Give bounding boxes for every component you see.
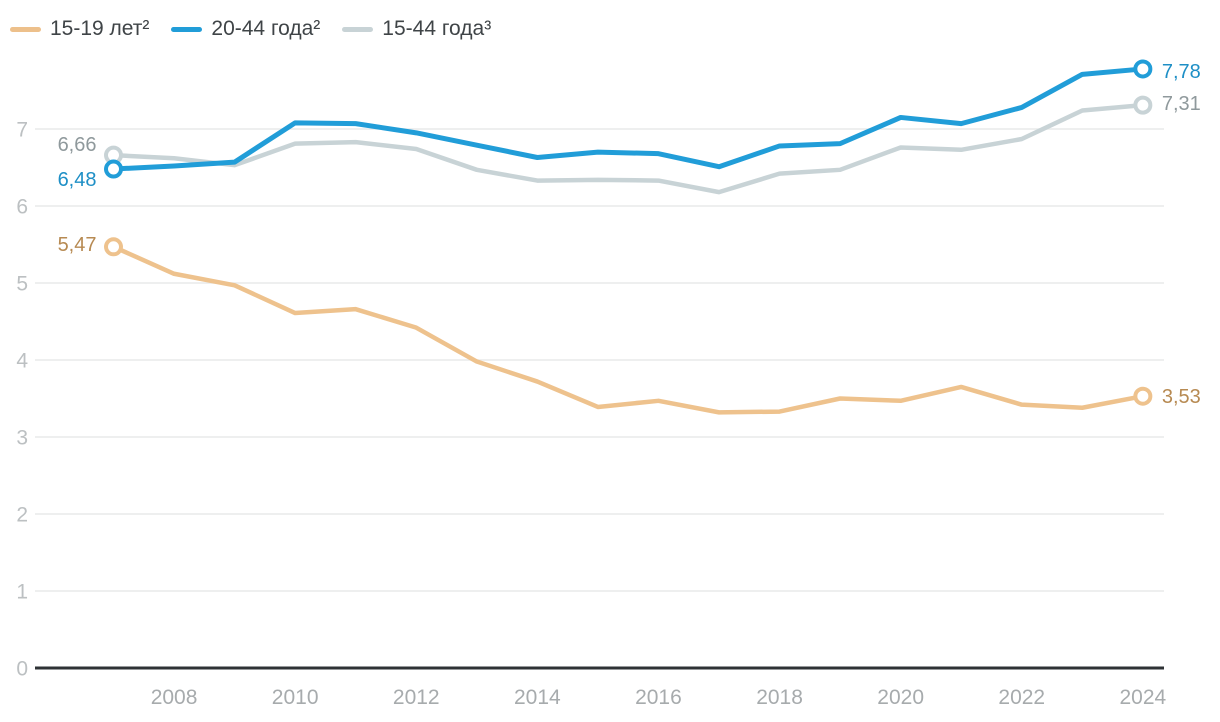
y-axis-tick-label: 4 xyxy=(16,350,28,373)
legend-item-15-44: 15-44 года³ xyxy=(342,17,491,41)
series-end-value-label: 3,53 xyxy=(1162,386,1201,408)
legend-swatch-15-44-icon xyxy=(342,26,374,32)
x-axis-tick-label: 2024 xyxy=(1119,686,1166,709)
series-line-2 xyxy=(111,66,1146,172)
y-axis-tick-label: 5 xyxy=(16,273,28,296)
legend-item-label: 15-19 лет² xyxy=(50,17,150,40)
legend-item-20-44: 20-44 года² xyxy=(171,17,320,41)
x-axis-tick-label: 2012 xyxy=(393,686,440,709)
series-start-marker xyxy=(104,237,123,257)
x-axis-tick-label: 2010 xyxy=(272,686,319,709)
x-axis-tick-label: 2016 xyxy=(635,686,682,709)
y-axis-tick-label: 1 xyxy=(16,581,28,604)
series-end-marker xyxy=(1133,59,1153,79)
x-axis-tick-label: 2008 xyxy=(151,686,198,709)
y-axis-tick-label: 7 xyxy=(16,119,28,142)
x-axis-tick-label: 2014 xyxy=(514,686,561,709)
series-line-1 xyxy=(111,244,1146,415)
y-axis-tick-label: 2 xyxy=(16,504,28,527)
series-end-marker xyxy=(1133,386,1153,406)
chart-legend: 15-19 лет² 20-44 года² 15-44 года³ xyxy=(10,17,513,41)
series-start-marker xyxy=(104,159,123,179)
series-start-value-label: 6,48 xyxy=(58,169,97,191)
legend-item-label: 20-44 года² xyxy=(211,17,321,40)
x-axis-tick-label: 2022 xyxy=(998,686,1045,709)
series-end-value-label: 7,31 xyxy=(1162,93,1201,115)
x-axis-tick-label: 2018 xyxy=(756,686,803,709)
x-axis-tick-label: 2020 xyxy=(877,686,924,709)
series-start-value-label: 5,47 xyxy=(58,234,97,256)
legend-swatch-20-44-icon xyxy=(171,26,203,32)
legend-swatch-15-19-icon xyxy=(10,26,41,32)
legend-item-label: 15-44 года³ xyxy=(382,17,492,40)
series-end-value-label: 7,78 xyxy=(1162,61,1201,83)
legend-item-15-19: 15-19 лет² xyxy=(10,17,149,41)
series-line-3 xyxy=(111,102,1146,195)
series-end-marker xyxy=(1133,95,1153,115)
y-axis-tick-label: 0 xyxy=(16,658,28,681)
y-axis-tick-label: 3 xyxy=(16,427,28,450)
series-start-value-label: 6,66 xyxy=(58,134,97,156)
y-axis-tick-label: 6 xyxy=(16,196,28,219)
